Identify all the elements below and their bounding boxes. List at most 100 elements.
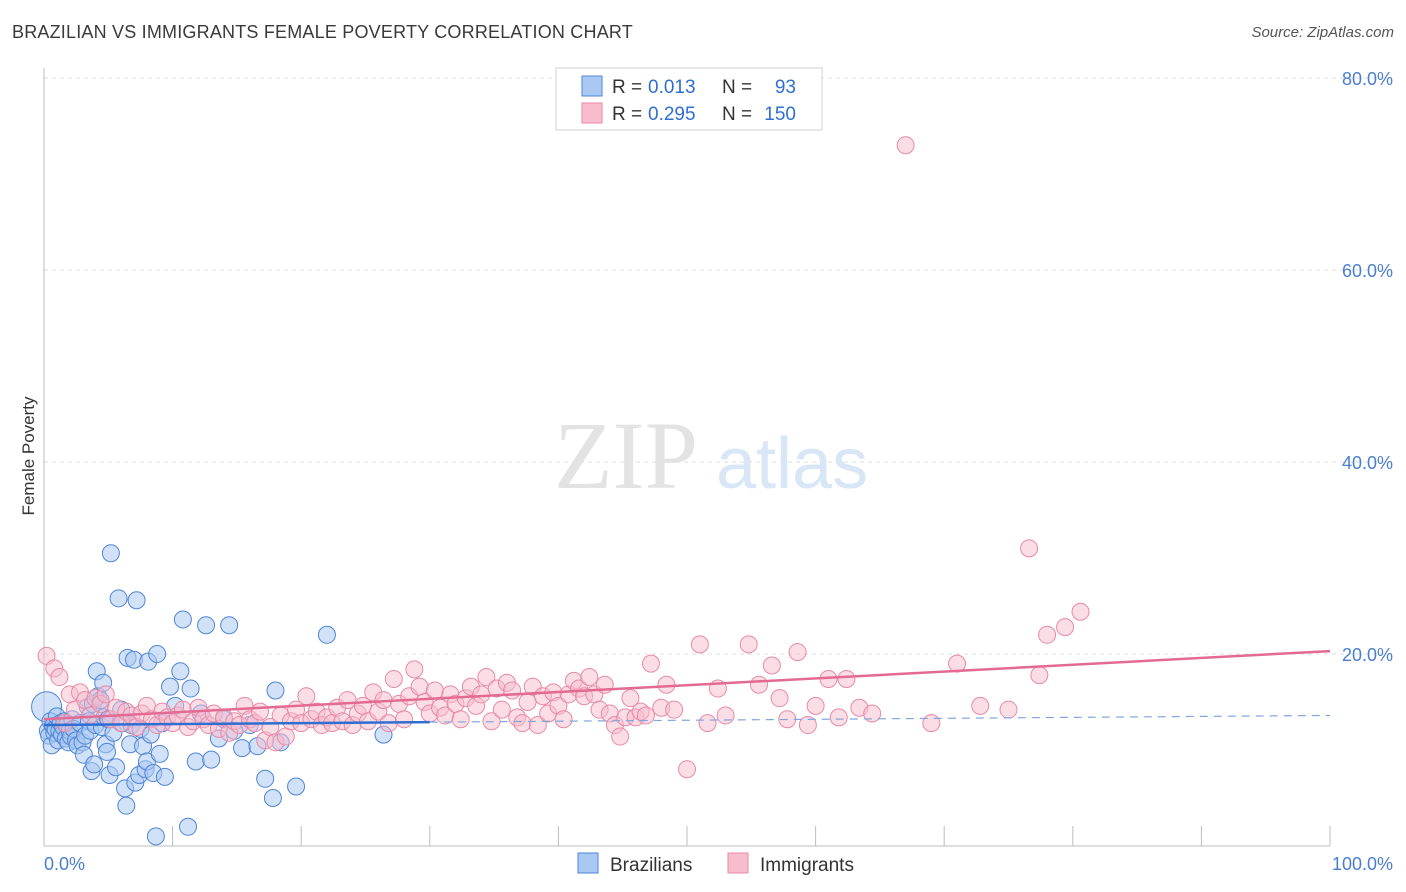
data-point-brazilians <box>173 610 192 629</box>
legend-n-value: 150 <box>764 104 796 125</box>
data-point-immigrants <box>405 660 424 679</box>
data-point-immigrants <box>863 704 882 723</box>
data-point-brazilians <box>256 769 275 788</box>
data-point-brazilians <box>233 739 252 758</box>
data-point-immigrants <box>770 689 789 708</box>
data-point-immigrants <box>395 710 414 729</box>
data-point-immigrants <box>251 702 270 721</box>
data-point-brazilians <box>266 681 285 700</box>
data-point-immigrants <box>690 635 709 654</box>
data-point-immigrants <box>762 656 781 675</box>
data-point-immigrants <box>472 685 491 704</box>
data-point-immigrants <box>425 681 444 700</box>
series-legend: Brazilians Immigrants <box>577 852 854 876</box>
data-point-immigrants <box>297 687 316 706</box>
legend-swatch-brazilians <box>581 75 603 97</box>
trend-lines <box>43 649 1331 727</box>
x-tick-label: 100.0% <box>1332 854 1393 874</box>
data-point-brazilians <box>98 742 117 761</box>
data-point-immigrants <box>1030 666 1049 685</box>
legend-r-value: 0.013 <box>648 77 696 98</box>
data-point-immigrants <box>513 714 532 733</box>
x-axis-ticks <box>43 826 1331 846</box>
data-point-brazilians <box>197 616 216 635</box>
data-point-brazilians <box>220 616 239 635</box>
data-point-immigrants <box>451 710 470 729</box>
bottom-legend-swatch-brazilians <box>577 852 599 874</box>
data-point-immigrants <box>503 681 522 700</box>
data-point-immigrants <box>96 685 115 704</box>
data-point-brazilians <box>171 662 190 681</box>
data-point-brazilians <box>117 796 136 815</box>
data-point-brazilians <box>263 789 282 807</box>
data-point-immigrants <box>716 706 735 725</box>
data-point-brazilians <box>148 645 167 663</box>
data-point-immigrants <box>837 669 856 688</box>
trend-line-brazilians <box>43 720 430 727</box>
chart-title: BRAZILIAN VS IMMIGRANTS FEMALE POVERTY C… <box>12 22 633 42</box>
data-point-brazilians <box>85 755 104 774</box>
x-axis-tick-labels: 0.0% 100.0% <box>44 854 1393 874</box>
legend-n-label: N = <box>722 77 752 98</box>
data-point-immigrants <box>678 760 696 779</box>
y-axis-label: Female Poverty <box>19 396 38 516</box>
legend-n-label: N = <box>722 104 752 125</box>
data-point-immigrants <box>788 643 807 662</box>
y-tick-label: 40.0% <box>1342 453 1393 473</box>
data-point-immigrants <box>829 708 848 727</box>
data-point-immigrants <box>1020 539 1039 558</box>
data-point-immigrants <box>1038 625 1057 644</box>
data-point-brazilians <box>186 752 205 771</box>
y-tick-label: 80.0% <box>1342 69 1393 89</box>
data-point-immigrants <box>611 727 630 746</box>
data-point-brazilians <box>150 744 169 763</box>
data-point-brazilians <box>109 589 128 608</box>
y-axis-tick-labels: 20.0% 40.0% 60.0% 80.0% <box>1342 69 1393 665</box>
data-point-brazilians <box>202 750 221 769</box>
watermark-zip: ZIP <box>554 402 698 509</box>
x-tick-label: 0.0% <box>44 854 85 874</box>
data-point-brazilians <box>179 817 198 836</box>
data-point-immigrants <box>492 700 511 719</box>
data-point-brazilians <box>155 767 174 786</box>
data-point-immigrants <box>477 668 496 687</box>
data-point-immigrants <box>739 635 758 654</box>
data-point-immigrants <box>410 677 429 696</box>
legend-r-label: R = <box>612 77 642 98</box>
trend-line-brazilians-extension <box>429 714 1331 723</box>
data-point-brazilians <box>287 777 306 796</box>
data-point-immigrants <box>1071 602 1090 621</box>
legend-r-label: R = <box>612 104 642 125</box>
data-point-immigrants <box>276 727 295 746</box>
bottom-legend-swatch-immigrants <box>727 852 749 874</box>
data-point-brazilians <box>161 677 180 696</box>
y-tick-label: 60.0% <box>1342 261 1393 281</box>
data-point-immigrants <box>806 696 825 715</box>
data-point-immigrants <box>580 668 599 687</box>
data-point-brazilians <box>127 591 146 610</box>
series-brazilians <box>31 544 393 846</box>
data-point-immigrants <box>750 675 769 694</box>
data-point-brazilians <box>317 625 336 644</box>
data-point-immigrants <box>665 700 684 719</box>
correlation-legend: R = 0.013 N = 93 R = 0.295 N = 150 <box>555 67 823 131</box>
legend-r-value: 0.295 <box>648 104 696 125</box>
legend-n-value: 93 <box>775 77 796 98</box>
source-credit: Source: ZipAtlas.com <box>1251 24 1394 41</box>
data-point-immigrants <box>971 696 990 715</box>
watermark-atlas: atlas <box>716 424 868 504</box>
data-point-immigrants <box>554 710 573 729</box>
data-point-immigrants <box>1056 618 1075 637</box>
bottom-legend-label-immigrants: Immigrants <box>760 855 854 876</box>
bottom-legend-label-brazilians: Brazilians <box>610 855 692 876</box>
data-point-immigrants <box>50 668 69 687</box>
data-point-brazilians <box>181 679 200 698</box>
data-point-immigrants <box>922 714 941 733</box>
data-point-brazilians <box>101 544 120 563</box>
data-point-immigrants <box>798 716 817 735</box>
data-point-immigrants <box>657 675 676 694</box>
data-point-immigrants <box>896 136 915 155</box>
data-point-immigrants <box>999 700 1018 719</box>
data-point-brazilians <box>107 758 126 777</box>
